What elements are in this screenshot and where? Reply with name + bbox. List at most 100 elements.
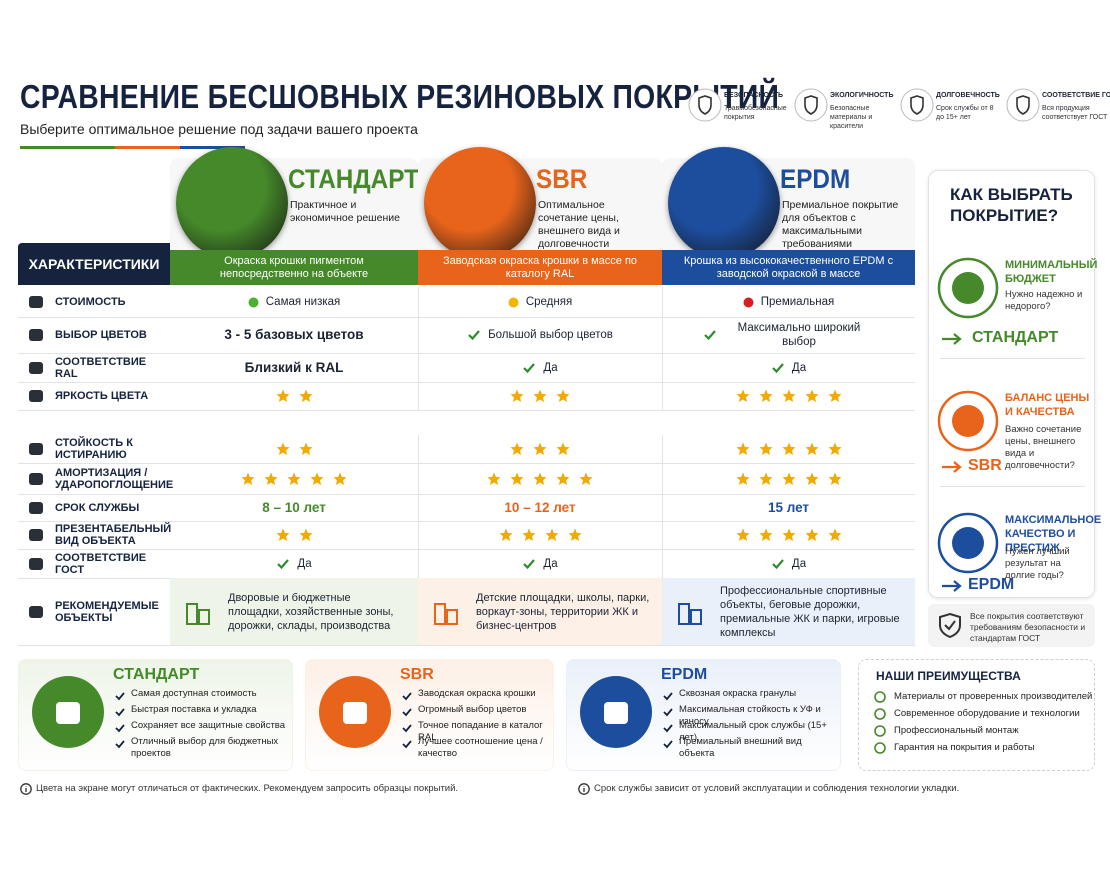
- cell: [418, 521, 662, 549]
- note-icon: [939, 612, 961, 639]
- row-icon: [29, 296, 43, 308]
- star: [805, 472, 818, 485]
- icon-part: [688, 88, 722, 122]
- icon-part: [828, 442, 841, 455]
- icon-part: [510, 389, 524, 402]
- cell-text: 15 лет: [767, 499, 810, 515]
- guide-result: SBR: [968, 457, 1002, 474]
- row-icon: [29, 390, 43, 402]
- card-name: EPDM: [661, 666, 708, 683]
- advantage-item: Материалы от проверенных производителей: [894, 691, 1093, 702]
- icon-part: [678, 602, 690, 625]
- icon-part: [568, 528, 581, 541]
- icon-part: [805, 528, 818, 541]
- icon-part: [942, 333, 962, 345]
- cell-text: Да: [791, 557, 807, 570]
- cell: [418, 463, 662, 494]
- dot: [508, 297, 519, 307]
- card-icon: [319, 676, 391, 748]
- col-line: [662, 287, 663, 317]
- cell-text: Да: [297, 557, 312, 570]
- cell-text: Большой выбор цветов: [488, 329, 613, 341]
- badge-title: СООТВЕТСТВИЕ ГОСТ: [1042, 92, 1110, 99]
- star: [276, 442, 289, 455]
- product-method: Заводская окраска крошки в массе по ката…: [418, 250, 662, 285]
- star: [782, 442, 795, 455]
- product-method: Окраска крошки пигментом непосредственно…: [170, 250, 418, 285]
- card-name: SBR: [400, 666, 434, 683]
- check: [115, 724, 125, 733]
- arrow: [942, 580, 962, 592]
- icon-part: [736, 528, 749, 541]
- icon-part: [910, 95, 924, 115]
- star: [568, 528, 581, 541]
- col-line: [418, 521, 419, 549]
- row-line: [18, 645, 915, 646]
- row-label: СООТВЕТСТВИЕ ГОСТ: [55, 551, 147, 576]
- icon-part: [579, 472, 593, 485]
- icon-part: [663, 708, 673, 717]
- cell: [170, 382, 418, 410]
- icon-part: [434, 602, 446, 625]
- icon-part: [556, 442, 570, 455]
- icon-part: [759, 442, 772, 455]
- icon-part: [759, 528, 772, 541]
- icon-part: [29, 296, 43, 308]
- product-description: Премиальное покрытие для объектов с макс…: [782, 199, 899, 250]
- subtitle: Выберите оптимальное решение под задачи …: [20, 121, 418, 137]
- col-line: [418, 353, 419, 382]
- cell: [662, 435, 915, 463]
- icon-part: [663, 692, 673, 701]
- icon-part: [446, 608, 458, 625]
- cell: Близкий к RAL: [170, 353, 418, 382]
- icon-part: [736, 442, 749, 455]
- cell-text: Премиальная: [760, 296, 835, 308]
- guide-option-title: МИНИМАЛЬНЫЙ БЮДЖЕТ: [1005, 259, 1098, 285]
- cell: [418, 382, 662, 410]
- icon-part: [533, 472, 547, 485]
- granules: [176, 147, 288, 259]
- cell: Да: [418, 353, 662, 382]
- star: [276, 528, 289, 541]
- guide-option-title: БАЛАНС ЦЕНЫ И КАЧЕСТВА: [1005, 392, 1090, 418]
- granules: [668, 147, 780, 259]
- icon-part: [29, 390, 43, 402]
- row-icon: [29, 557, 43, 570]
- icon-part: [29, 501, 43, 514]
- cell: Детские площадки, школы, парки, воркаут-…: [418, 578, 662, 645]
- icon-part: [287, 472, 301, 485]
- star: [805, 389, 818, 402]
- col-line: [418, 463, 419, 494]
- icon-part: [698, 95, 712, 115]
- icon-part: [772, 362, 784, 373]
- product-name: СТАНДАРТ: [288, 164, 419, 194]
- badge-text: Травмобезопасные покрытия: [724, 105, 787, 121]
- footer-icon: [20, 783, 32, 795]
- icon-part: [343, 702, 367, 724]
- star: [782, 528, 795, 541]
- advantage-icon: [874, 742, 886, 754]
- icon-part: [663, 724, 673, 733]
- check: [772, 362, 784, 373]
- icon-part: [276, 389, 289, 402]
- card-item: Максимальная стойкость к УФ и износу: [679, 704, 821, 727]
- guide-question: Нужно надежно и недорого?: [1005, 289, 1083, 312]
- icon-part: [115, 692, 125, 701]
- badge-title: БЕЗОПАСНОСТЬ: [724, 92, 784, 99]
- advantage-item: Профессиональный монтаж: [894, 725, 1019, 736]
- col-line: [662, 317, 663, 353]
- check: [115, 708, 125, 717]
- guide-note-box: [928, 604, 1095, 647]
- star: [759, 389, 772, 402]
- row-label: СТОЙКОСТЬ К ИСТИРАНИЮ: [55, 437, 133, 461]
- guide-divider: [940, 486, 1085, 487]
- cell-text: Профессиональные спортивные объекты, бег…: [720, 584, 900, 639]
- col-line: [418, 287, 419, 317]
- badge-text: Срок службы от 8 до 15+ лет: [936, 105, 994, 121]
- star: [736, 442, 749, 455]
- icon-part: [508, 297, 519, 307]
- row-line: [18, 410, 915, 411]
- cell-text: Средняя: [525, 296, 573, 308]
- icon-part: [499, 528, 512, 541]
- star: [805, 442, 818, 455]
